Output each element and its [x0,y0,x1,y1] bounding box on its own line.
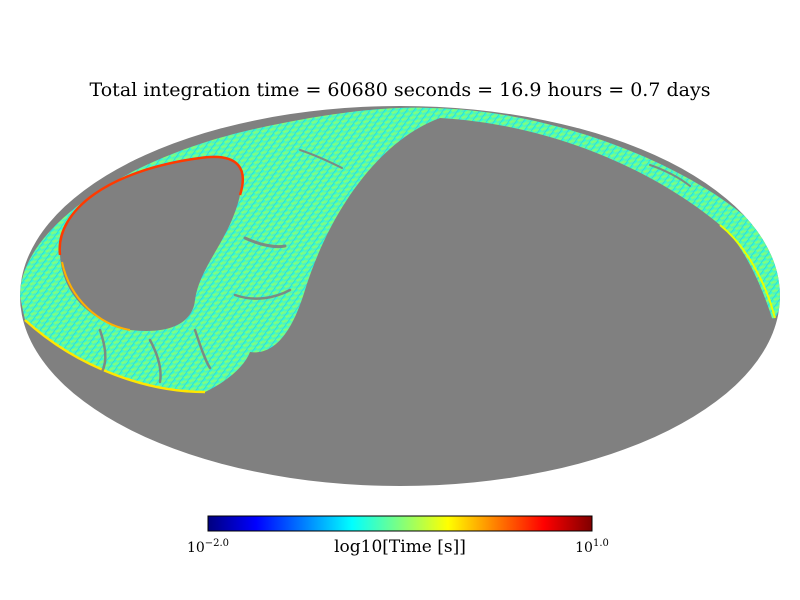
map-title: Total integration time = 60680 seconds =… [90,79,711,101]
lower-edge-yellow [24,319,206,394]
mollweide-map [20,106,780,486]
colorbar: 10−2.0 log10[Time [s]] 101.0 [187,515,609,557]
loop-gap [59,156,243,331]
loop-edge-warm [61,261,131,331]
right-edge-yellow [719,224,776,319]
colorbar-max-tick: 101.0 [575,538,609,556]
colorbar-gradient [207,515,593,532]
colorbar-label: log10[Time [s]] [334,537,466,557]
loop-edge-hot [58,155,245,256]
colorbar-min-tick: 10−2.0 [187,538,229,556]
